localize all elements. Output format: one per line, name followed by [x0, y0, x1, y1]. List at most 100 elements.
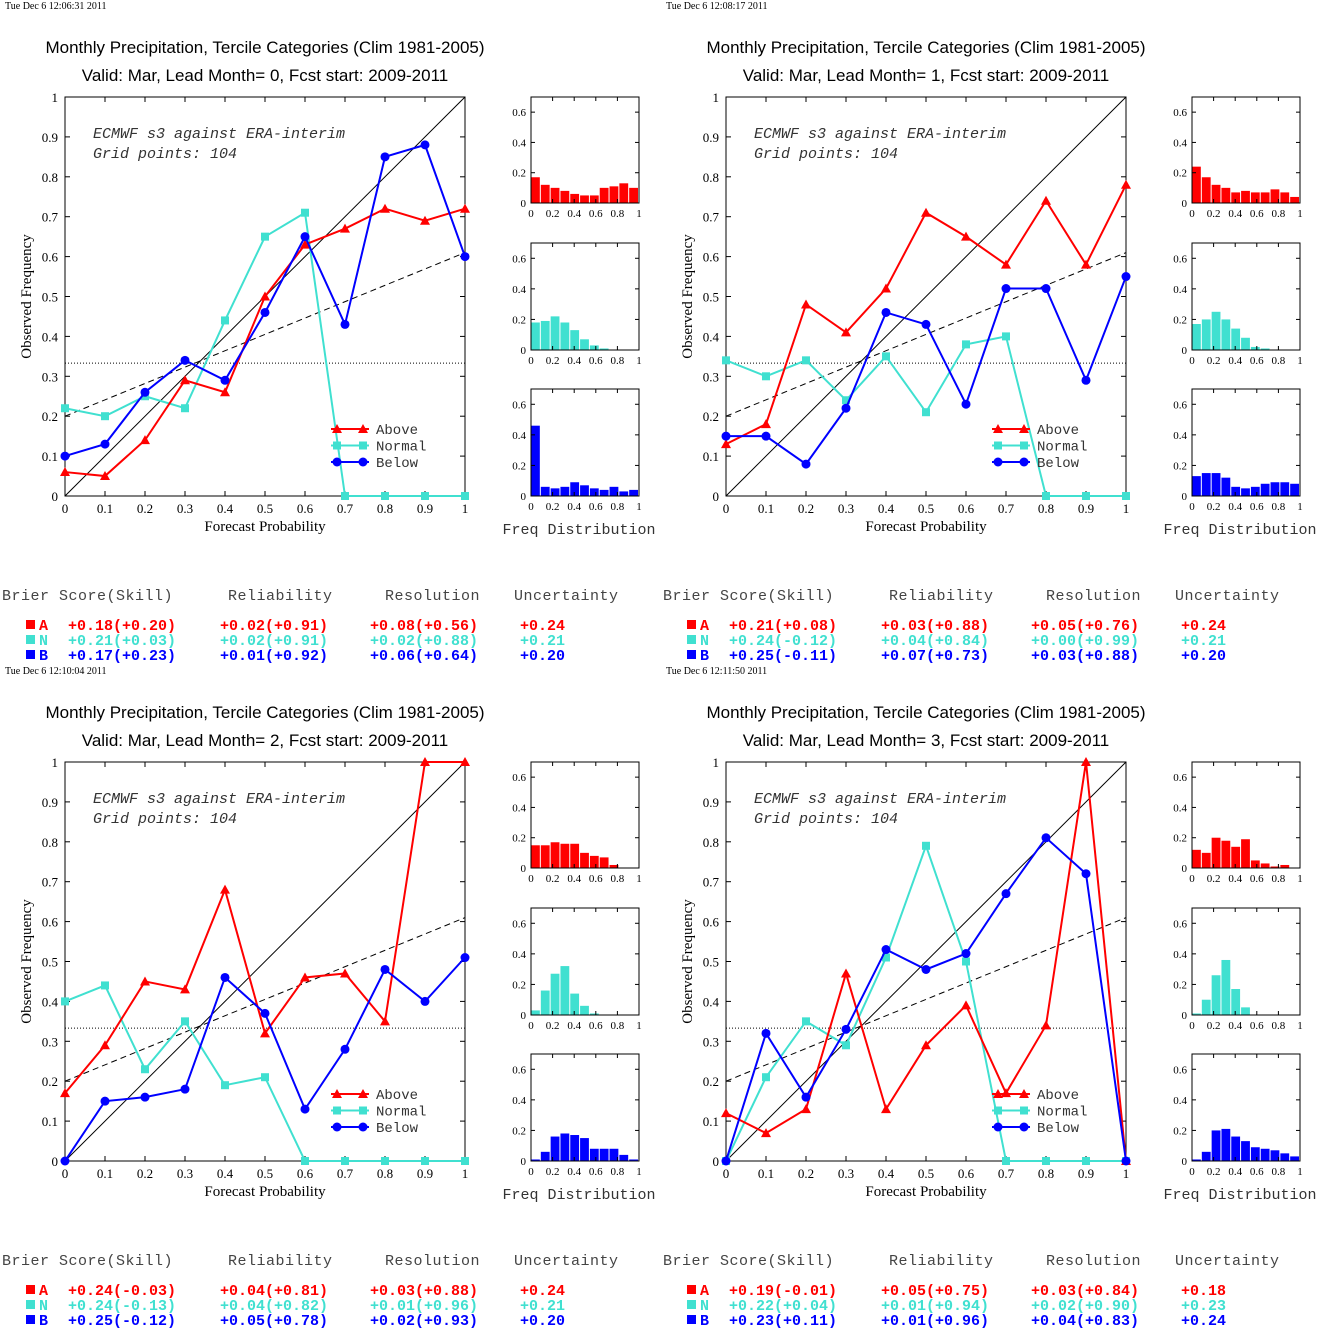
- y-tick-label: 0.6: [703, 915, 720, 930]
- x-tick-label: 0.2: [1207, 1020, 1221, 1032]
- data-point: [841, 1024, 851, 1034]
- histogram-bar: [1221, 840, 1231, 868]
- data-point: [801, 459, 811, 469]
- stat-reliability-value: +0.01(+0.92): [220, 648, 329, 665]
- stat-row-letter: A: [26, 618, 48, 635]
- histogram-bar: [1211, 975, 1221, 1015]
- data-point: [721, 1108, 731, 1118]
- data-point: [420, 215, 430, 225]
- series-normal: [722, 332, 1130, 500]
- histogram-bar: [629, 187, 638, 203]
- y-tick-label: 0.1: [703, 1114, 719, 1129]
- x-tick-label: 0.7: [998, 1166, 1015, 1181]
- data-point: [761, 1128, 771, 1138]
- histogram-bar: [589, 855, 599, 868]
- chart-subtitle: Valid: Mar, Lead Month= 0, Fcst start: 2…: [82, 66, 449, 85]
- data-point: [881, 945, 891, 955]
- stat-header-reliability: Reliability: [228, 1253, 333, 1270]
- category-swatch: [26, 1285, 35, 1294]
- category-letter: A: [700, 618, 710, 635]
- model-annotation: ECMWF s3 against ERA-interim: [93, 791, 345, 808]
- x-tick-label: 1: [462, 501, 469, 516]
- data-point: [260, 1028, 270, 1038]
- y-tick-label: 0.4: [703, 994, 720, 1009]
- x-tick-label: 0.9: [417, 1166, 433, 1181]
- stat-header-resolution: Resolution: [385, 1253, 481, 1270]
- y-tick-label: 0.6: [42, 915, 59, 930]
- stat-resolution-value: +0.01(+0.96): [370, 1298, 479, 1315]
- data-point: [341, 1157, 349, 1165]
- freq-distribution-label: Freq Distribution: [1163, 522, 1316, 539]
- y-tick-label: 0.6: [1173, 772, 1187, 784]
- stat-uncertainty-value: +0.20: [520, 1313, 566, 1330]
- data-point: [801, 1092, 811, 1102]
- histogram-bar: [619, 491, 629, 496]
- histogram-bar: [589, 345, 599, 350]
- y-tick-label: 0.2: [512, 1125, 526, 1137]
- x-axis-label: Forecast Probability: [865, 519, 987, 535]
- y-tick-label: 0.2: [1173, 979, 1187, 991]
- x-tick-label: 0.7: [998, 501, 1015, 516]
- category-swatch: [687, 650, 696, 659]
- y-tick-label: 0.3: [42, 369, 58, 384]
- data-point: [140, 435, 150, 445]
- data-point: [761, 1028, 771, 1038]
- x-tick-label: 1: [636, 355, 642, 367]
- histogram-bar: [1280, 482, 1290, 496]
- x-tick-label: 0.2: [1207, 501, 1221, 513]
- x-axis-label: Forecast Probability: [865, 1184, 987, 1200]
- y-tick-label: 0: [1182, 863, 1188, 875]
- histogram-above: 0 0.2 0.4 0.6 0 0.2 0.4 0.6 0.8 1: [1173, 96, 1303, 220]
- x-tick-label: 1: [1123, 501, 1130, 516]
- histogram-bar: [589, 1013, 599, 1015]
- legend-label: Below: [1037, 1121, 1080, 1137]
- data-point: [1019, 424, 1029, 433]
- data-point: [332, 424, 342, 433]
- gridpoints-annotation: Grid points: 104: [93, 146, 237, 163]
- data-point: [1042, 1157, 1050, 1165]
- stat-row-letter: B: [26, 648, 48, 665]
- y-tick-label: 0: [713, 1154, 720, 1169]
- histogram-bar: [1231, 192, 1241, 203]
- timestamp: Tue Dec 6 12:08:17 2011: [666, 1, 767, 12]
- histogram-bar: [589, 195, 599, 203]
- histogram-bar: [1221, 959, 1231, 1015]
- histogram-frame: [530, 1053, 640, 1162]
- x-tick-label: 0.4: [217, 1166, 234, 1181]
- data-point: [261, 1073, 269, 1082]
- data-point: [380, 203, 390, 213]
- histogram-bar: [1290, 196, 1299, 203]
- data-point: [333, 441, 341, 450]
- stats-table: Brier Score(Skill) Reliability Resolution U…: [661, 588, 1322, 665]
- stat-header-resolution: Resolution: [1046, 588, 1142, 605]
- model-annotation: ECMWF s3 against ERA-interim: [754, 791, 1006, 808]
- data-point: [721, 1156, 731, 1166]
- stat-brier-value: +0.18(+0.20): [68, 618, 177, 635]
- stat-resolution-value: +0.05(+0.76): [1031, 618, 1140, 635]
- y-tick-label: 0.6: [1173, 918, 1187, 930]
- no-skill-line: [64, 252, 466, 417]
- histogram-bar: [1241, 190, 1250, 203]
- data-point: [460, 252, 470, 262]
- x-tick-label: 0.3: [838, 501, 854, 516]
- x-tick-label: 0.8: [611, 873, 625, 885]
- stat-header-resolution: Resolution: [1046, 1253, 1142, 1270]
- x-tick-label: 0.4: [1228, 355, 1242, 367]
- histogram-bar: [1250, 192, 1260, 203]
- y-tick-label: 1: [713, 755, 720, 770]
- data-point: [1019, 457, 1029, 467]
- x-tick-label: 0.2: [546, 501, 560, 513]
- histogram-bar: [540, 990, 550, 1015]
- x-tick-label: 0.4: [1228, 501, 1242, 513]
- x-tick-label: 0.2: [137, 1166, 153, 1181]
- y-tick-label: 0: [521, 863, 527, 875]
- y-tick-label: 0.4: [512, 284, 526, 296]
- stat-header-reliability: Reliability: [889, 588, 994, 605]
- data-point: [221, 1081, 229, 1090]
- histogram-normal: 0 0.2 0.4 0.6 0 0.2 0.4 0.6 0.8 1: [512, 242, 642, 367]
- x-tick-label: 0.8: [611, 1166, 625, 1178]
- x-tick-label: 0: [1189, 873, 1195, 885]
- histogram-bar: [1201, 1151, 1211, 1161]
- y-tick-label: 0.3: [703, 369, 719, 384]
